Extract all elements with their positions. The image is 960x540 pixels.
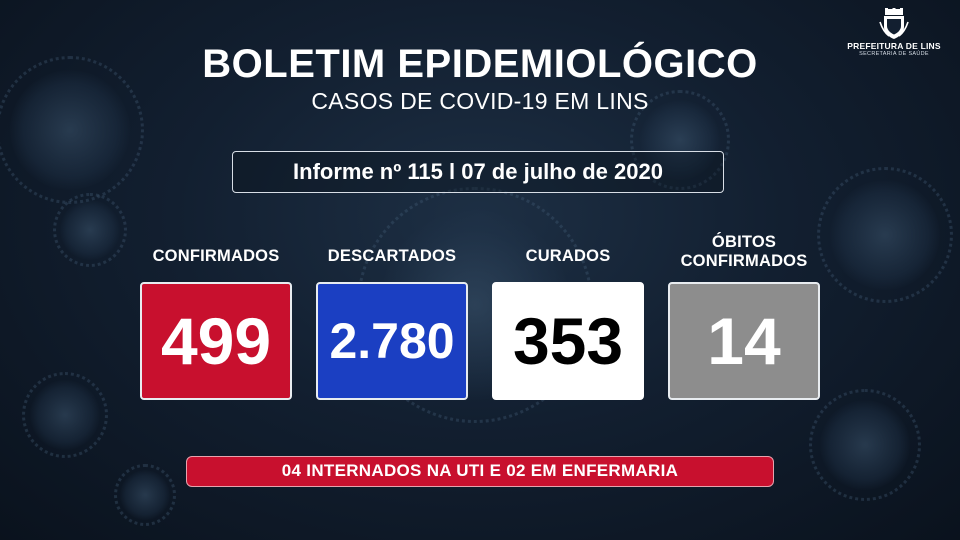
deaths-label-line1: ÓBITOS [711,233,777,251]
deaths-label: ÓBITOS CONFIRMADOS [659,233,829,271]
city-name: PREFEITURA DE LINS [847,41,941,51]
city-coat-of-arms-icon [836,8,952,40]
virus-icon [0,55,145,205]
virus-icon [114,464,176,526]
report-info: Informe nº 115 l 07 de julho de 2020 [232,151,724,193]
confirmed-label: CONFIRMADOS [152,247,280,265]
discarded-count: 2.780 [316,282,468,400]
deaths-count: 14 [668,282,820,400]
virus-icon [816,166,954,304]
page-subtitle: CASOS DE COVID-19 EM LINS [311,88,649,114]
discarded-label: DESCARTADOS [327,247,457,265]
virus-icon [52,192,128,268]
deaths-label-line2: CONFIRMADOS [680,252,808,270]
confirmed-count: 499 [140,282,292,400]
hospitalization-banner: 04 INTERNADOS NA UTI E 02 EM ENFERMARIA [186,456,774,487]
city-logo: PREFEITURA DE LINS SECRETARIA DE SAÚDE [836,8,952,57]
cured-label: CURADOS [525,247,611,265]
virus-icon [809,389,921,501]
virus-icon [21,371,109,459]
department-name: SECRETARIA DE SAÚDE [859,51,929,57]
cured-count: 353 [492,282,644,400]
page-title: BOLETIM EPIDEMIOLÓGICO [202,42,758,86]
virus-icon [630,90,730,190]
